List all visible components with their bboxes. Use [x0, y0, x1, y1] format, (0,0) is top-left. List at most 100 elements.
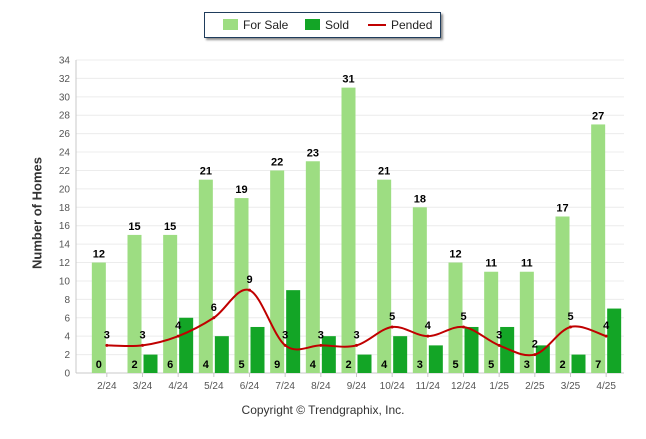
y-tick-label: 12 — [59, 258, 71, 269]
x-tick-label: 12/24 — [451, 381, 476, 392]
data-label-for-sale: 19 — [235, 184, 247, 196]
y-tick-label: 28 — [59, 111, 71, 122]
data-label-sold: 4 — [203, 359, 210, 371]
point-pended — [105, 343, 109, 347]
point-pended — [141, 343, 144, 347]
y-tick-label: 6 — [64, 313, 70, 324]
x-tick-label: 11/24 — [416, 381, 441, 392]
y-tick-label: 26 — [59, 129, 71, 140]
legend: For Sale Sold Pended — [204, 12, 441, 38]
data-label-for-sale: 23 — [307, 147, 319, 159]
bar-for-sale — [234, 198, 249, 373]
data-label-pended: 5 — [460, 311, 466, 323]
data-label-sold: 2 — [559, 359, 565, 371]
data-label-sold: 7 — [595, 359, 601, 371]
y-tick-label: 0 — [64, 369, 70, 380]
data-label-for-sale: 12 — [449, 249, 461, 261]
x-tick-label: 10/24 — [380, 381, 405, 392]
bar-for-sale — [591, 124, 606, 373]
point-pended — [176, 334, 180, 338]
data-label-for-sale: 22 — [271, 156, 283, 168]
data-label-pended: 3 — [282, 329, 288, 341]
bar-for-sale — [198, 179, 213, 373]
x-tick-label: 6/24 — [240, 381, 260, 392]
data-label-sold: 0 — [96, 359, 102, 371]
data-label-for-sale: 12 — [93, 249, 105, 261]
bar-sold — [571, 354, 586, 373]
bar-for-sale — [555, 216, 570, 373]
data-label-pended: 3 — [496, 329, 502, 341]
data-label-pended: 2 — [532, 339, 538, 351]
x-tick-label: 5/24 — [204, 381, 224, 392]
point-pended — [390, 325, 394, 329]
bar-sold — [286, 290, 301, 373]
data-label-pended: 4 — [603, 320, 610, 332]
data-label-pended: 6 — [211, 302, 217, 314]
point-pended — [497, 343, 501, 347]
bar-sold — [500, 326, 515, 373]
data-label-pended: 3 — [104, 329, 110, 341]
y-tick-label: 2 — [64, 350, 70, 361]
x-tick-label: 8/24 — [311, 381, 331, 392]
data-label-sold: 9 — [274, 359, 280, 371]
point-pended — [604, 334, 608, 338]
data-label-sold: 6 — [167, 359, 173, 371]
data-label-for-sale: 27 — [592, 110, 604, 122]
bar-sold — [143, 354, 158, 373]
point-pended — [319, 343, 323, 347]
x-tick-label: 3/24 — [133, 381, 153, 392]
bar-for-sale — [305, 161, 320, 373]
data-label-sold: 5 — [452, 359, 458, 371]
copyright-text: Copyright © Trendgraphix, Inc. — [241, 403, 405, 417]
y-tick-label: 30 — [59, 92, 71, 103]
y-tick-label: 18 — [59, 203, 71, 214]
bar-for-sale — [484, 271, 499, 373]
data-label-sold: 4 — [310, 359, 317, 371]
data-label-for-sale: 11 — [521, 258, 533, 270]
y-tick-label: 20 — [59, 184, 71, 195]
point-pended — [426, 334, 430, 338]
bar-for-sale — [448, 262, 463, 373]
bar-for-sale — [270, 170, 285, 373]
y-tick-label: 14 — [59, 240, 71, 251]
bar-for-sale — [163, 234, 178, 373]
data-label-sold: 3 — [524, 359, 530, 371]
bar-for-sale — [341, 87, 356, 373]
bar-for-sale — [127, 234, 142, 373]
data-label-pended: 3 — [139, 329, 145, 341]
point-pended — [355, 343, 358, 347]
legend-label-for-sale[interactable]: For Sale — [243, 18, 289, 32]
point-pended — [283, 343, 287, 347]
data-label-for-sale: 17 — [556, 203, 568, 215]
data-label-sold: 5 — [488, 359, 494, 371]
bar-sold — [179, 317, 194, 373]
data-label-for-sale: 31 — [342, 74, 354, 86]
y-tick-label: 32 — [59, 74, 71, 85]
data-label-sold: 3 — [417, 359, 423, 371]
legend-swatch-sold — [305, 19, 320, 30]
y-tick-label: 16 — [59, 221, 71, 232]
point-pended — [533, 353, 537, 357]
bar-sold — [393, 336, 408, 373]
legend-swatch-for-sale — [223, 19, 238, 30]
point-pended — [212, 316, 216, 320]
bar-for-sale — [519, 271, 534, 373]
y-tick-label: 8 — [64, 295, 70, 306]
data-label-pended: 5 — [567, 311, 573, 323]
y-tick-label: 10 — [59, 276, 71, 287]
data-label-pended: 5 — [389, 311, 395, 323]
data-label-for-sale: 18 — [414, 193, 426, 205]
bar-sold — [214, 336, 229, 373]
bar-sold — [250, 326, 265, 373]
y-tick-label: 22 — [59, 166, 71, 177]
legend-label-pended[interactable]: Pended — [391, 18, 433, 32]
point-pended — [248, 288, 251, 292]
legend-swatch-pended — [368, 24, 386, 26]
legend-label-sold[interactable]: Sold — [325, 18, 350, 32]
bar-sold — [464, 326, 479, 373]
data-label-for-sale: 15 — [164, 221, 176, 233]
data-label-sold: 5 — [238, 359, 244, 371]
x-tick-label: 2/24 — [97, 381, 117, 392]
bar-for-sale — [377, 179, 392, 373]
x-tick-label: 4/25 — [596, 381, 616, 392]
